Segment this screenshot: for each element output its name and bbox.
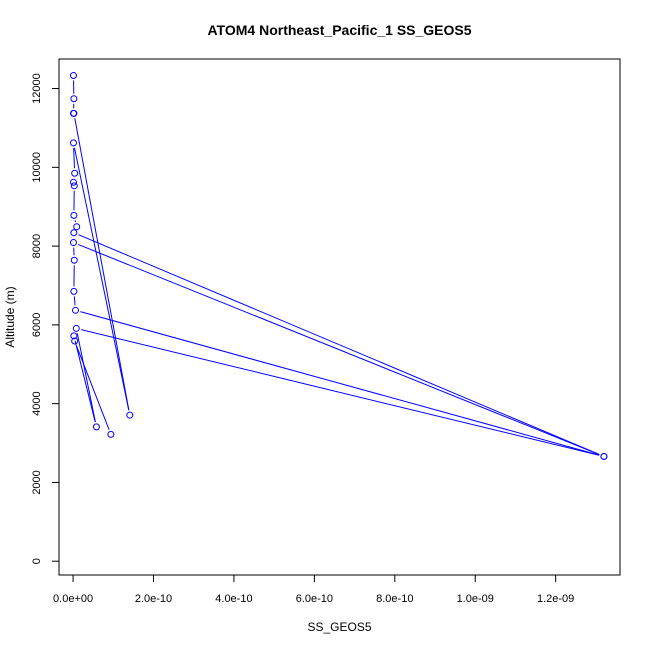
x-tick-label: 1.0e-09 [457, 593, 494, 605]
data-point [70, 182, 78, 190]
y-tick-label: 8000 [31, 234, 43, 258]
y-tick-label: 6000 [31, 313, 43, 337]
series-line-segment [74, 340, 96, 423]
y-axis-label: Altitude (m) [3, 286, 17, 347]
data-point [107, 430, 115, 438]
series-line-segment [73, 147, 75, 169]
series-points [69, 72, 608, 460]
data-point [71, 337, 79, 345]
data-point [70, 211, 78, 219]
x-tick-label: 4.0e-10 [215, 593, 252, 605]
x-axis-label: SS_GEOS5 [307, 620, 371, 634]
series-line-segment [76, 345, 110, 430]
y-axis: 0 2000 4000 6000 8000 10000 12000 [31, 73, 60, 564]
data-point [72, 324, 80, 332]
series-line-segment [81, 329, 600, 456]
y-tick-label: 10000 [31, 152, 43, 183]
data-point [69, 178, 77, 186]
plot-frame [58, 58, 621, 576]
data-point [69, 139, 77, 147]
data-point [69, 239, 77, 247]
y-tick-label: 12000 [31, 73, 43, 104]
series-line-segment [76, 333, 96, 423]
series-line-segment [80, 311, 600, 456]
series-lines [73, 80, 600, 456]
data-point [73, 223, 81, 231]
x-tick-label: 0.0e+00 [53, 593, 93, 605]
series-line-segment [74, 118, 130, 411]
data-point [600, 452, 608, 460]
data-point [92, 423, 100, 431]
data-point [71, 169, 79, 177]
x-tick-label: 1.2e-09 [537, 593, 574, 605]
chart-title: ATOM4 Northeast_Pacific_1 SS_GEOS5 [207, 22, 471, 38]
data-point [70, 109, 78, 117]
y-tick-label: 0 [31, 558, 43, 564]
data-point [70, 287, 78, 295]
series-line-segment [74, 147, 130, 411]
data-point [70, 332, 78, 340]
data-point [70, 95, 78, 103]
x-tick-label: 8.0e-10 [376, 593, 413, 605]
y-tick-label: 4000 [31, 391, 43, 415]
series-line-segment [77, 243, 600, 456]
data-point [126, 411, 134, 419]
y-tick-label: 2000 [31, 470, 43, 494]
series-line-segment [78, 234, 600, 455]
data-point [70, 256, 78, 264]
x-tick-label: 6.0e-10 [296, 593, 333, 605]
series-line-segment [73, 296, 76, 306]
x-tick-label: 2.0e-10 [135, 593, 172, 605]
data-point [69, 72, 77, 80]
data-point [70, 229, 78, 237]
x-axis: 0.0e+00 2.0e-10 4.0e-10 6.0e-10 8.0e-10 1.0e-… [53, 574, 574, 605]
data-point [71, 306, 79, 314]
